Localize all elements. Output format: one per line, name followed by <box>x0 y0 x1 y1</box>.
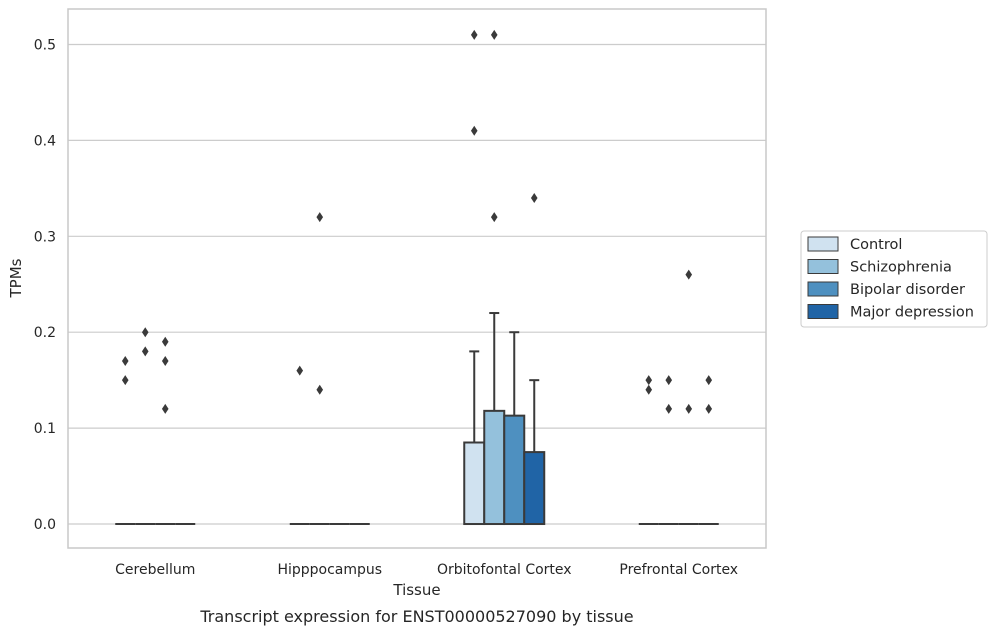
legend-label: Bipolar disorder <box>850 282 965 298</box>
outlier-point <box>161 403 169 414</box>
outlier-point <box>665 375 673 386</box>
legend-label: Major depression <box>850 305 974 321</box>
y-tick-label: 0.1 <box>34 421 56 437</box>
outlier-point <box>490 212 498 223</box>
y-tick-labels: 0.0 0.1 0.2 0.3 0.4 0.5 <box>34 37 56 533</box>
box <box>483 409 506 526</box>
box <box>503 414 526 526</box>
outlier-point <box>316 384 324 395</box>
outlier-point <box>161 336 169 347</box>
outlier-point <box>665 403 673 414</box>
outlier-point <box>316 212 324 223</box>
y-tick-label: 0.5 <box>34 37 56 53</box>
y-tick-label: 0.3 <box>34 229 56 245</box>
y-tick-label: 0.2 <box>34 325 56 341</box>
x-tick-label: Orbitofontal Cortex <box>437 562 572 578</box>
outlier-point <box>470 29 478 40</box>
x-axis-label: Tissue <box>392 581 440 599</box>
legend-label: Schizophrenia <box>850 260 952 276</box>
outlier-point <box>161 355 169 366</box>
x-tick-labels: Cerebellum Hipppocampus Orbitofontal Corte… <box>115 562 738 578</box>
outlier-point <box>685 269 693 280</box>
y-tick-label: 0.0 <box>34 517 56 533</box>
box <box>523 451 546 526</box>
x-tick-label: Hipppocampus <box>277 562 382 578</box>
legend: Control Schizophrenia Bipolar disorder Majo… <box>800 230 988 328</box>
outlier-point <box>530 192 538 203</box>
outlier-point <box>121 375 129 386</box>
chart-caption: Transcript expression for ENST0000052709… <box>199 607 633 626</box>
legend-swatch <box>807 236 839 252</box>
y-tick-label: 0.4 <box>34 133 56 149</box>
outlier-point <box>685 403 693 414</box>
legend-swatch <box>807 304 839 319</box>
outlier-point <box>705 375 713 386</box>
outlier-point <box>490 29 498 40</box>
x-tick-label: Prefrontal Cortex <box>619 562 738 578</box>
grid-lines <box>68 43 766 525</box>
plot-frame <box>67 8 767 549</box>
outlier-point <box>296 365 304 376</box>
x-tick-label: Cerebellum <box>115 562 195 578</box>
legend-frame <box>800 230 988 328</box>
outlier-point <box>141 346 149 357</box>
outlier-point <box>645 384 653 395</box>
outlier-point <box>470 125 478 136</box>
outlier-point <box>705 403 713 414</box>
y-axis-label: TPMs <box>7 258 25 298</box>
legend-swatch <box>807 259 839 274</box>
outliers <box>121 29 713 414</box>
outlier-point <box>121 355 129 366</box>
legend-swatch <box>807 281 839 297</box>
legend-label: Control <box>850 237 902 253</box>
boxes <box>115 312 719 526</box>
outlier-point <box>141 327 149 338</box>
outlier-point <box>645 375 653 386</box>
box <box>463 441 486 526</box>
